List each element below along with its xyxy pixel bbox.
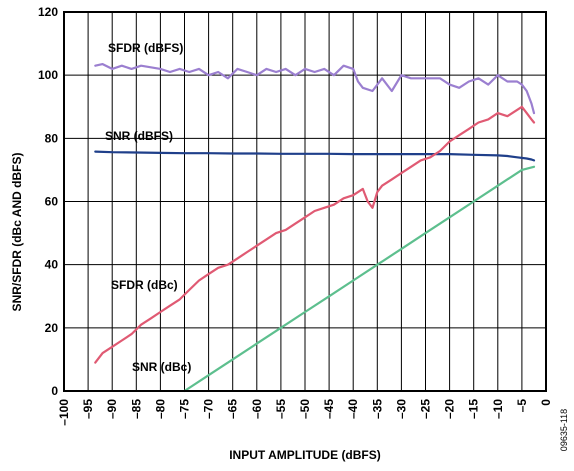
x-tick-label: –40 xyxy=(346,399,360,419)
x-tick-label: –95 xyxy=(81,399,95,419)
x-tick-label: –25 xyxy=(419,399,433,419)
y-tick-label: 80 xyxy=(45,131,59,145)
x-tick-label: –20 xyxy=(443,399,457,419)
series-lines xyxy=(94,62,536,393)
x-tick-label: 0 xyxy=(539,399,553,406)
y-tick-label: 0 xyxy=(51,384,58,398)
x-tick-label: –75 xyxy=(178,399,192,419)
y-tick-label: 100 xyxy=(38,68,58,82)
series-label: SNR (dBc) xyxy=(132,360,191,374)
series-label: SNR (dBFS) xyxy=(105,129,173,143)
x-tick-label: –45 xyxy=(322,399,336,419)
series-label: SFDR (dBFS) xyxy=(108,41,183,55)
x-tick-label: –90 xyxy=(105,399,119,419)
sfdr-dbfs-line xyxy=(94,62,536,115)
x-tick-label: –55 xyxy=(274,399,288,419)
x-tick-label: –35 xyxy=(370,399,384,419)
x-tick-label: –85 xyxy=(129,399,143,419)
plot-frame xyxy=(63,11,547,392)
x-axis-title: INPUT AMPLITUDE (dBFS) xyxy=(229,448,381,462)
y-axis-title: SNR/SFDR (dBc AND dBFS) xyxy=(10,153,24,312)
snr-dbc-line xyxy=(183,165,536,393)
y-tick-label: 20 xyxy=(45,321,59,335)
x-tick-label: –10 xyxy=(491,399,505,419)
x-tick-label: –5 xyxy=(515,399,529,413)
ticks: –100 –95 –90 –85 –80 –75 –70 –65 –60 –55 –50 –45 –40… xyxy=(38,5,553,426)
series-label: SFDR (dBc) xyxy=(111,278,178,292)
x-tick-label: –70 xyxy=(202,399,216,419)
y-tick-label: 60 xyxy=(45,195,59,209)
sfdr-dbc-line xyxy=(94,105,536,364)
y-tick-label: 120 xyxy=(38,5,58,19)
x-tick-label: –30 xyxy=(394,399,408,419)
x-tick-label: –50 xyxy=(298,399,312,419)
x-tick-label: –60 xyxy=(250,399,264,419)
series-labels: SFDR (dBFS) SNR (dBFS) SFDR (dBc) SNR (dBc) xyxy=(105,41,191,374)
x-tick-label: –65 xyxy=(226,399,240,419)
snr-dbfs-line xyxy=(94,150,536,162)
figure-id: 09635-118 xyxy=(559,409,569,451)
y-tick-label: 40 xyxy=(45,258,59,272)
x-tick-label: –80 xyxy=(153,399,167,419)
x-tick-label: –100 xyxy=(57,399,71,426)
x-tick-label: –15 xyxy=(467,399,481,419)
